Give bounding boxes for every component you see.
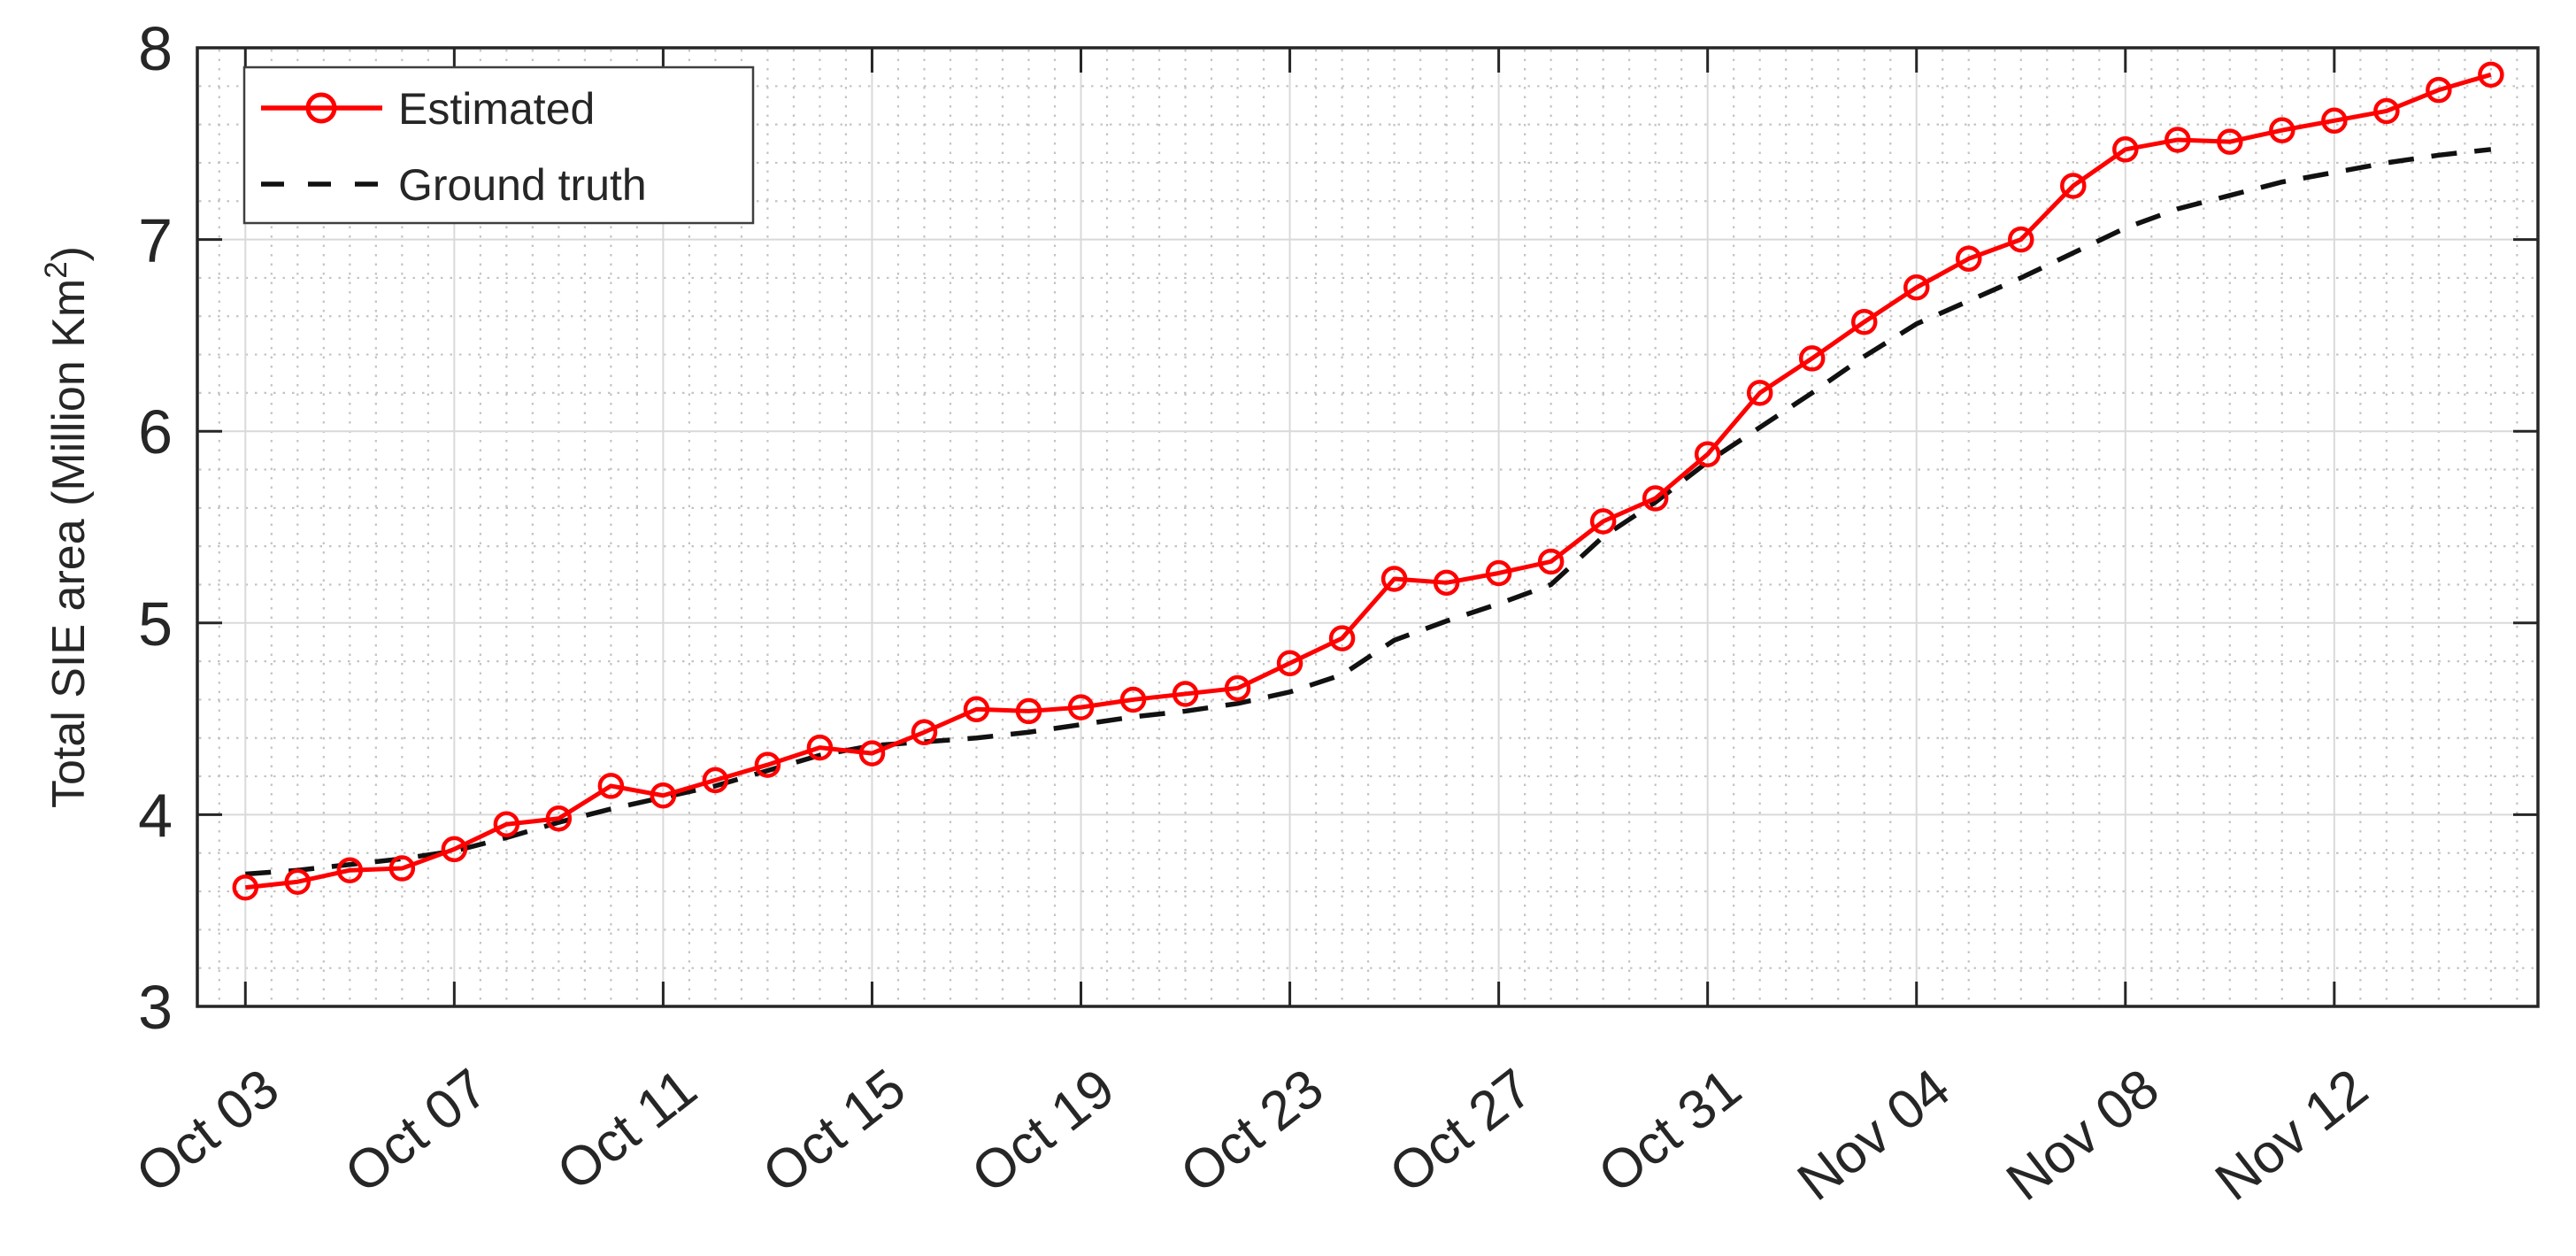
y-axis-label: Total SIE area (Million Km2): [39, 246, 95, 808]
x-tick-label: Oct 31: [1588, 1058, 1752, 1206]
data-point-marker: [1485, 559, 1512, 587]
y-tick-label: 5: [138, 589, 173, 659]
axes-box: [196, 46, 2540, 1008]
data-point-marker: [1798, 345, 1826, 372]
data-point-marker: [2165, 127, 2191, 153]
data-point-marker: [2373, 97, 2400, 125]
data-point-marker: [1328, 625, 1356, 651]
data-point-marker: [1850, 308, 1878, 335]
data-point-marker: [1119, 686, 1147, 713]
data-point-marker: [1015, 697, 1042, 725]
estimated-markers: [232, 61, 2504, 901]
data-point-marker: [1433, 569, 1460, 597]
data-point-marker: [1537, 548, 1565, 575]
x-tick-label: Nov 04: [1787, 1058, 1961, 1213]
data-point-marker: [702, 767, 729, 794]
data-point-marker: [441, 836, 468, 863]
x-tick-label: Oct 23: [1170, 1058, 1334, 1206]
x-tick-label: Oct 27: [1379, 1058, 1543, 1206]
data-point-marker: [1589, 508, 1617, 535]
data-point-marker: [1224, 674, 1251, 702]
x-tick-label: Oct 07: [334, 1058, 499, 1206]
x-tick-label: Nov 08: [1995, 1058, 2170, 1213]
ground-truth-line: [245, 147, 2492, 877]
data-point-marker: [754, 751, 781, 778]
data-series: [232, 61, 2504, 901]
data-point-marker: [1642, 485, 1669, 512]
data-point-marker: [2112, 136, 2139, 163]
data-point-marker: [1955, 245, 1982, 273]
data-point-marker: [2269, 117, 2295, 143]
y-tick-label: 4: [138, 781, 173, 850]
legend-sample-estimated-marker: [305, 92, 337, 124]
data-point-marker: [1694, 441, 1721, 467]
y-tick-label: 8: [138, 14, 173, 83]
data-point-marker: [650, 782, 677, 809]
tick-marks: [197, 46, 2538, 1008]
data-point-marker: [493, 811, 520, 837]
x-tick-label: Nov 12: [2204, 1058, 2379, 1213]
data-point-marker: [2008, 226, 2034, 253]
y-tick-label: 3: [138, 973, 173, 1042]
data-point-marker: [2217, 128, 2243, 155]
x-tick-label: Oct 03: [126, 1058, 290, 1206]
data-point-marker: [1172, 681, 1199, 707]
x-tick-label: Oct 11: [546, 1058, 708, 1203]
data-point-marker: [336, 857, 364, 883]
y-tick-label: 7: [138, 206, 173, 275]
data-point-marker: [911, 719, 938, 746]
y-tick-label: 6: [138, 397, 173, 466]
data-point-marker: [858, 740, 886, 767]
y-axis-label-text: Total SIE area (Million Km2): [39, 246, 95, 808]
data-point-marker: [2478, 61, 2504, 89]
x-tick-label: Oct 19: [961, 1058, 1126, 1206]
data-point-marker: [1276, 650, 1303, 677]
data-point-marker: [1903, 274, 1930, 301]
legend-box: Estimated Ground truth: [242, 65, 755, 225]
data-point-marker: [2321, 107, 2348, 135]
legend-label-estimated: Estimated: [398, 84, 595, 134]
data-point-marker: [284, 868, 311, 895]
data-point-marker: [963, 696, 990, 723]
plot-border: [196, 46, 2540, 1008]
data-point-marker: [1746, 380, 1773, 406]
data-point-marker: [388, 855, 416, 882]
legend-label-ground-truth: Ground truth: [398, 160, 647, 210]
data-point-marker: [1380, 566, 1408, 592]
data-point-marker: [2426, 76, 2452, 104]
x-tick-label: Oct 15: [752, 1058, 917, 1206]
data-point-marker: [2060, 173, 2087, 199]
data-point-marker: [545, 805, 573, 832]
data-point-marker: [232, 874, 259, 901]
legend-border: [242, 65, 755, 225]
data-point-marker: [1067, 694, 1095, 720]
data-point-marker: [806, 734, 834, 761]
data-point-marker: [597, 773, 625, 799]
